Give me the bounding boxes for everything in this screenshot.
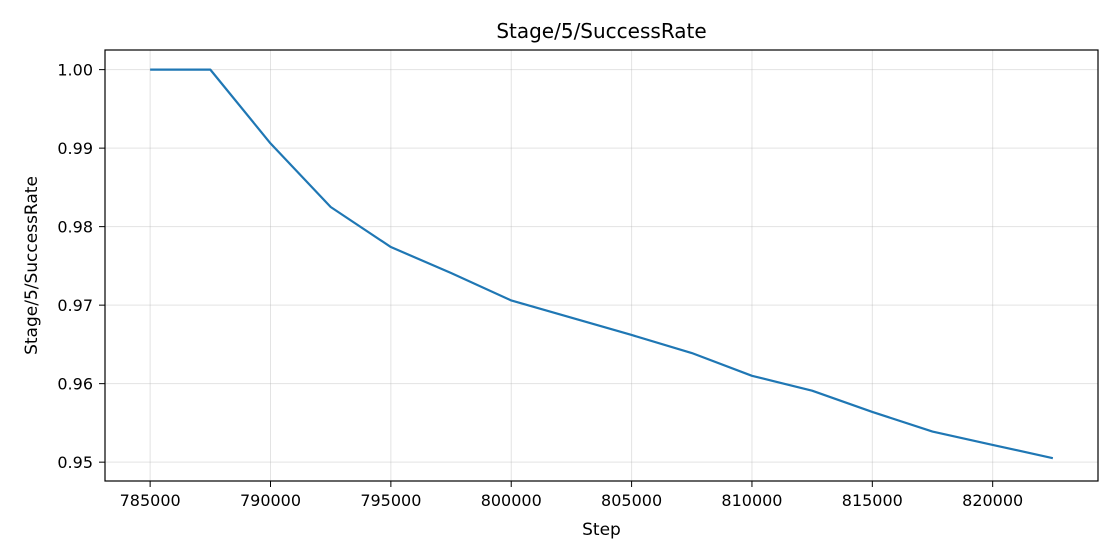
axes-frame: [104, 49, 1099, 482]
x-tick-label: 795000: [360, 491, 421, 510]
y-tick-label: 0.96: [57, 375, 93, 394]
x-tick-label: 785000: [120, 491, 181, 510]
y-tick-label: 0.99: [57, 139, 93, 158]
y-tick-label: 0.97: [57, 296, 93, 315]
x-tick-label: 790000: [240, 491, 301, 510]
x-tick-label: 815000: [842, 491, 903, 510]
x-tick-label: 820000: [962, 491, 1023, 510]
x-axis-label: Step: [582, 520, 621, 540]
y-axis-label: Stage/5/SuccessRate: [22, 176, 42, 355]
tick-layer: 785000 790000 795000 800000 805000 810000 8150…: [57, 61, 1023, 510]
x-tick-label: 805000: [601, 491, 662, 510]
x-tick-label: 810000: [721, 491, 782, 510]
grid-layer: [105, 50, 1098, 481]
y-tick-label: 0.98: [57, 218, 93, 237]
series-line-0: [150, 68, 1054, 460]
y-tick-label: 1.00: [57, 61, 93, 80]
y-tick-label: 0.95: [57, 453, 93, 472]
series-layer: [150, 68, 1054, 460]
x-tick-label: 800000: [481, 491, 542, 510]
chart-title: Stage/5/SuccessRate: [496, 19, 706, 43]
